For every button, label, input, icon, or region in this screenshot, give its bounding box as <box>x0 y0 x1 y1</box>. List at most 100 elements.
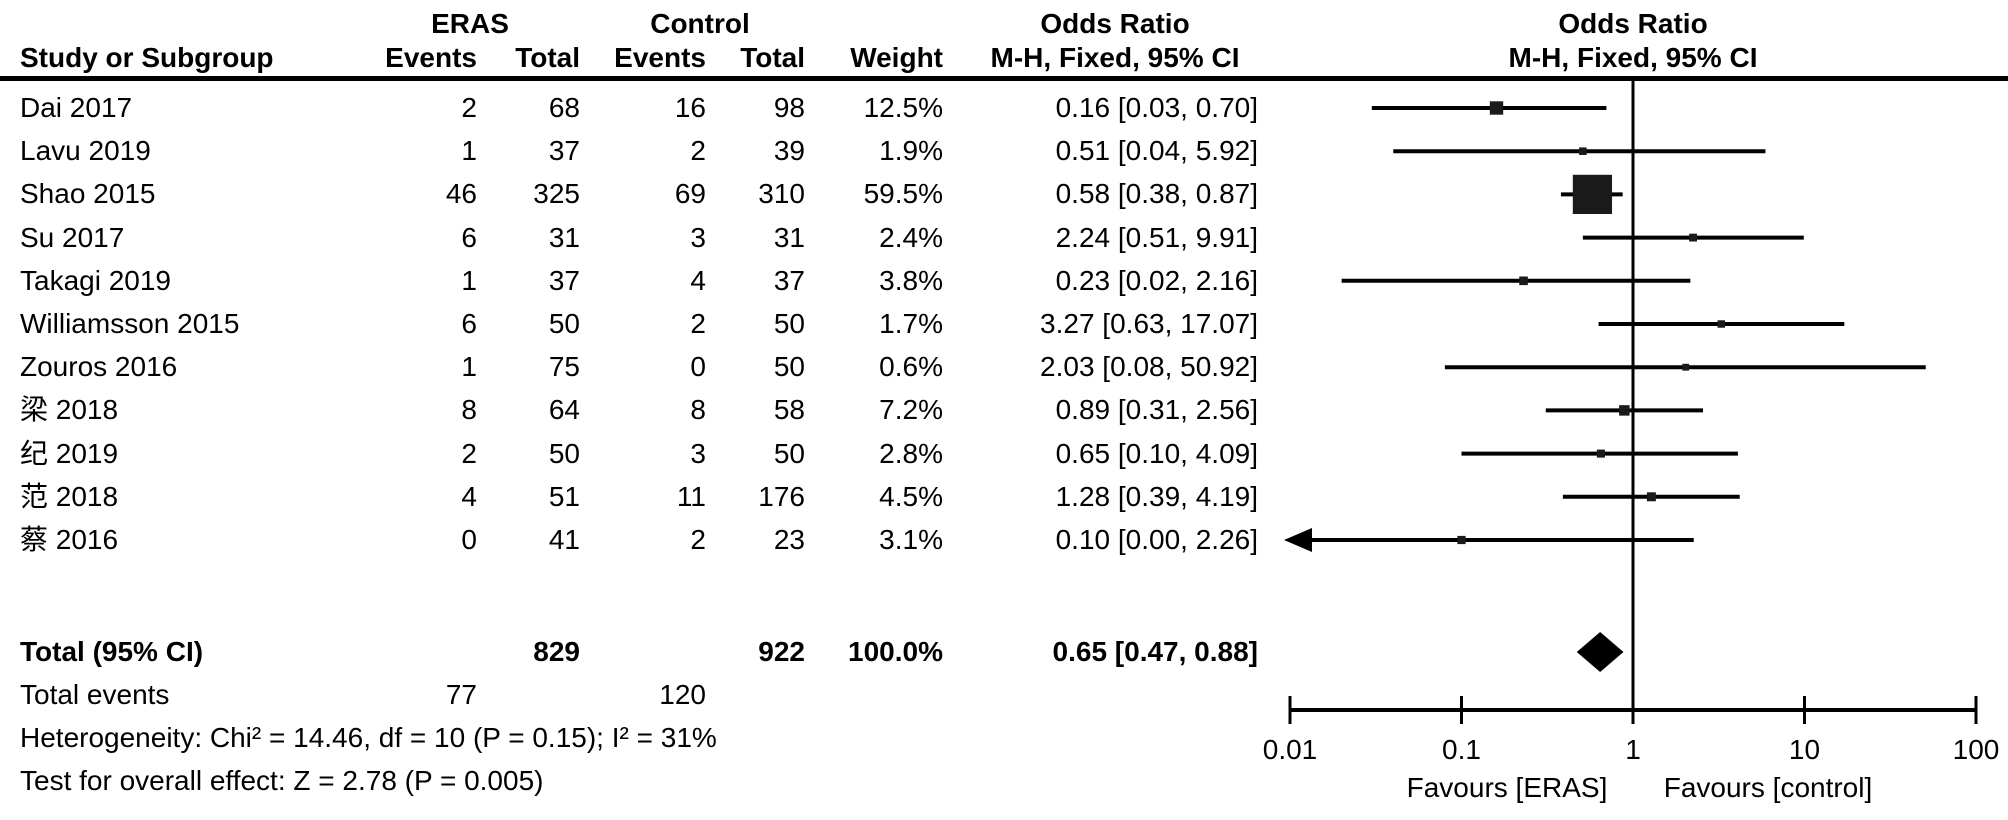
control-events: 2 <box>690 308 706 339</box>
eras-events-column-header: Events <box>385 42 477 73</box>
control-events: 11 <box>676 480 706 512</box>
weight: 12.5% <box>863 92 943 123</box>
eras-events: 1 <box>461 135 477 167</box>
total-eras-total: 829 <box>533 636 580 667</box>
control-events: 2 <box>690 524 706 555</box>
effect-square <box>1596 449 1605 458</box>
study-name: 纪 2019 <box>20 437 119 469</box>
control-total: 98 <box>773 92 805 123</box>
weight: 4.5% <box>879 480 943 512</box>
x-tick-label: 1 <box>1625 734 1641 765</box>
eras-total: 64 <box>548 394 580 426</box>
x-tick-label: 10 <box>1788 734 1821 765</box>
eras-total: 31 <box>548 221 580 253</box>
control-events: 0 <box>690 351 706 383</box>
or-ci-label: 0.23 [0.02, 2.16] <box>1055 264 1258 296</box>
or-ci-label: 3.27 [0.63, 17.07] <box>1040 308 1258 339</box>
total-events-eras: 77 <box>445 679 477 710</box>
control-total: 50 <box>773 437 805 469</box>
or-column-title: Odds Ratio <box>1040 8 1190 39</box>
total-weight: 100.0% <box>848 636 943 667</box>
eras-events: 8 <box>461 394 477 426</box>
effect-square <box>1619 405 1630 416</box>
study-name: 范 2018 <box>20 480 119 512</box>
favours-left-label: Favours [ERAS] <box>1406 772 1608 803</box>
effect-square <box>1489 101 1504 115</box>
or-ci-label: 0.16 [0.03, 0.70] <box>1055 92 1258 123</box>
study-name: Takagi 2019 <box>20 264 172 296</box>
study-name: Zouros 2016 <box>20 351 178 383</box>
or-ci-label: 0.58 [0.38, 0.87] <box>1055 178 1258 210</box>
weight: 59.5% <box>863 178 943 210</box>
total-or-ci: 0.65 [0.47, 0.88] <box>1052 636 1258 667</box>
study-name: Williamsson 2015 <box>20 308 240 339</box>
eras-total: 50 <box>548 437 580 469</box>
control-events: 3 <box>690 437 706 469</box>
weight: 1.7% <box>879 308 943 339</box>
plot-title: Odds Ratio <box>1558 8 1708 39</box>
eras-total: 325 <box>533 178 580 210</box>
effect-square <box>1579 147 1587 155</box>
heterogeneity-stats: Heterogeneity: Chi² = 14.46, df = 10 (P … <box>20 722 717 753</box>
control-events-column-header: Events <box>614 42 706 73</box>
total-control-total: 922 <box>758 636 805 667</box>
effect-square <box>1646 492 1656 502</box>
control-total: 58 <box>773 394 805 426</box>
eras-total: 68 <box>548 92 580 123</box>
weight: 3.8% <box>879 264 943 296</box>
eras-events: 1 <box>461 351 477 383</box>
effect-square <box>1689 233 1697 242</box>
summary-diamond <box>1576 632 1624 672</box>
weight: 1.9% <box>879 135 943 167</box>
eras-events: 2 <box>461 437 477 469</box>
eras-total-column-header: Total <box>515 42 580 73</box>
weight: 7.2% <box>879 394 943 426</box>
eras-events: 6 <box>461 308 477 339</box>
or-ci-label: 0.89 [0.31, 2.56] <box>1055 394 1258 426</box>
control-total: 176 <box>758 480 805 512</box>
ci-arrow-left <box>1284 528 1312 552</box>
eras-events: 6 <box>461 221 477 253</box>
control-total: 50 <box>773 308 805 339</box>
study-name: 蔡 2016 <box>20 524 119 555</box>
weight-column-header: Weight <box>850 42 943 73</box>
weight: 2.8% <box>879 437 943 469</box>
weight: 0.6% <box>879 351 943 383</box>
or-ci-label: 2.03 [0.08, 50.92] <box>1040 351 1258 383</box>
eras-events: 46 <box>445 178 477 210</box>
or-ci-label: 0.10 [0.00, 2.26] <box>1055 524 1258 555</box>
study-name: Lavu 2019 <box>20 135 151 167</box>
x-tick-label: 0.01 <box>1262 734 1318 765</box>
eras-events: 2 <box>461 92 477 123</box>
effect-square <box>1457 535 1466 545</box>
study-name: Shao 2015 <box>20 178 156 210</box>
eras-total: 37 <box>548 264 580 296</box>
weight: 2.4% <box>879 221 943 253</box>
study-name: 梁 2018 <box>20 394 119 426</box>
plot-subtitle: M-H, Fixed, 95% CI <box>1508 42 1758 73</box>
or-ci-label: 0.51 [0.04, 5.92] <box>1055 135 1258 167</box>
control-events: 3 <box>690 221 706 253</box>
control-total: 23 <box>773 524 805 555</box>
control-events: 8 <box>690 394 706 426</box>
study-name: Su 2017 <box>20 221 125 253</box>
x-tick-label: 100 <box>1952 734 2000 765</box>
control-events: 4 <box>690 264 706 296</box>
or-ci-label: 1.28 [0.39, 4.19] <box>1055 480 1258 512</box>
weight: 3.1% <box>879 524 943 555</box>
control-total: 31 <box>773 221 805 253</box>
total-events-label: Total events <box>20 679 170 710</box>
eras-total: 41 <box>548 524 580 555</box>
control-events: 16 <box>674 92 706 123</box>
eras-total: 37 <box>548 135 580 167</box>
x-tick-label: 0.1 <box>1442 734 1481 765</box>
group-header-eras: ERAS <box>431 8 509 39</box>
eras-events: 0 <box>461 524 477 555</box>
eras-total: 75 <box>548 351 580 383</box>
total-row-label: Total (95% CI) <box>20 636 204 667</box>
study-column-header: Study or Subgroup <box>20 42 274 73</box>
favours-right-label: Favours [control] <box>1663 772 1873 803</box>
total-events-control: 120 <box>659 679 706 710</box>
